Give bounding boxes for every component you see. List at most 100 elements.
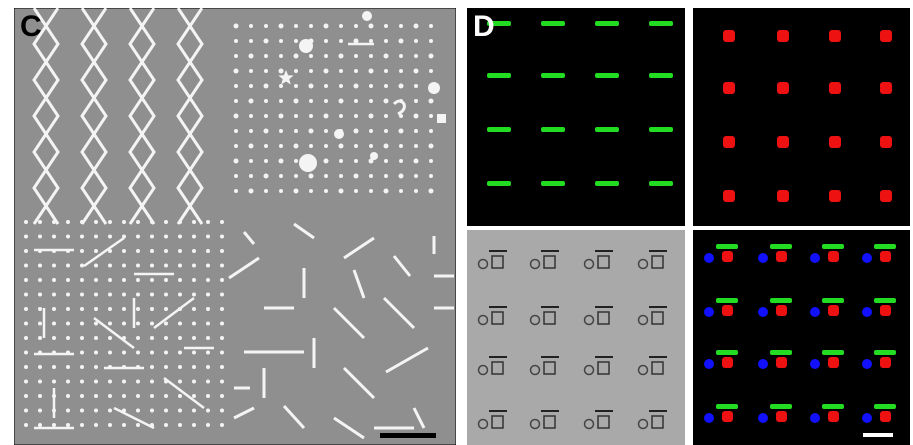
sem-dot xyxy=(108,278,112,282)
sem-dot xyxy=(38,408,42,413)
dic-pad xyxy=(597,415,610,429)
sem-dot xyxy=(108,321,112,326)
sem-dot xyxy=(278,158,284,164)
dic-pad xyxy=(543,255,556,269)
sem-dot xyxy=(264,24,268,28)
sem-dot xyxy=(384,24,388,28)
sem-dot xyxy=(136,292,140,297)
sem-dot xyxy=(38,379,42,384)
green-bar xyxy=(649,181,673,186)
sem-dot xyxy=(192,350,196,355)
merge-blue-nucleus xyxy=(810,413,820,423)
sem-dot xyxy=(278,68,284,74)
green-bar xyxy=(649,127,673,132)
sem-dot xyxy=(220,220,224,224)
sem-dot xyxy=(414,189,418,193)
sem-dot xyxy=(249,159,253,163)
dic-cell-body xyxy=(583,258,595,270)
sem-dot xyxy=(122,263,126,268)
merge-red-spot xyxy=(880,357,891,368)
sem-dot xyxy=(413,158,419,164)
sem-dot xyxy=(94,336,98,340)
sem-dot xyxy=(136,220,140,224)
merge-blue-nucleus xyxy=(862,413,872,423)
sem-dot xyxy=(264,54,268,58)
sem-dot xyxy=(264,159,268,163)
sem-dot xyxy=(178,278,182,282)
panel-label-c: C xyxy=(20,10,42,43)
sem-dot xyxy=(264,99,268,103)
sem-dot xyxy=(429,24,433,28)
sem-line xyxy=(153,297,195,329)
sem-dot xyxy=(249,114,253,118)
sem-dot xyxy=(164,249,168,253)
sem-dot xyxy=(206,307,210,311)
sem-dot xyxy=(192,307,196,311)
sem-dot xyxy=(278,23,284,29)
sem-dot xyxy=(220,263,224,268)
panel-c-sem-image: C xyxy=(14,8,456,445)
merge-blue-nucleus xyxy=(810,253,820,263)
red-spot xyxy=(880,136,892,148)
merge-green-bar xyxy=(716,404,738,409)
merge-red-spot xyxy=(828,357,839,368)
sem-dot xyxy=(94,365,98,369)
dic-image xyxy=(467,230,685,445)
sem-dot xyxy=(399,69,403,73)
sem-dot xyxy=(398,38,404,44)
dic-cell-body xyxy=(637,314,649,326)
sem-dot xyxy=(220,336,224,340)
red-fluorescence-image xyxy=(723,30,892,202)
sem-dot xyxy=(108,220,112,224)
sem-dot xyxy=(354,99,358,103)
square-shape xyxy=(437,114,446,123)
sem-dot xyxy=(206,350,210,355)
green-bar xyxy=(487,21,511,26)
sem-dot xyxy=(399,144,403,148)
sem-dot xyxy=(206,263,210,268)
sem-dot xyxy=(52,307,56,311)
sem-dot xyxy=(234,189,238,193)
sem-dot xyxy=(108,234,112,239)
sem-dot xyxy=(136,350,140,355)
sem-dot xyxy=(164,365,168,369)
merge-green-bar xyxy=(770,404,792,409)
sem-dot xyxy=(368,23,374,29)
sem-dot xyxy=(383,143,389,149)
sem-dot xyxy=(220,350,224,355)
dic-pad xyxy=(543,311,556,325)
sem-dot xyxy=(264,189,268,193)
sem-dot xyxy=(324,39,328,43)
sem-dot xyxy=(384,114,388,118)
sem-dot xyxy=(108,307,112,311)
sem-dot xyxy=(323,113,329,119)
sem-line xyxy=(385,346,429,374)
sem-dot xyxy=(339,174,343,178)
sem-dot xyxy=(108,292,112,297)
merge-blue-nucleus xyxy=(758,413,768,423)
panel-d-dic-image xyxy=(467,230,685,445)
merge-red-spot xyxy=(776,357,787,368)
sem-dot xyxy=(94,350,98,355)
sem-dot xyxy=(309,144,313,148)
sem-dot xyxy=(136,423,140,427)
sem-dot xyxy=(293,98,299,104)
sem-dot xyxy=(122,307,126,311)
merge-blue-nucleus xyxy=(862,359,872,369)
sem-dot xyxy=(66,220,70,224)
red-spot xyxy=(829,136,841,148)
sem-dot xyxy=(383,98,389,104)
sem-dot xyxy=(429,174,433,178)
sem-dot xyxy=(80,220,84,224)
merge-blue-nucleus xyxy=(704,253,714,263)
sem-dot xyxy=(52,321,56,326)
red-spot xyxy=(723,82,735,94)
scale-bar-c xyxy=(380,433,436,438)
sem-dot xyxy=(178,249,182,253)
sem-dot xyxy=(136,379,140,384)
sem-dot xyxy=(309,189,313,193)
red-spot xyxy=(880,82,892,94)
green-bar xyxy=(595,181,619,186)
sem-dot xyxy=(369,174,373,178)
sem-dot xyxy=(38,365,42,369)
